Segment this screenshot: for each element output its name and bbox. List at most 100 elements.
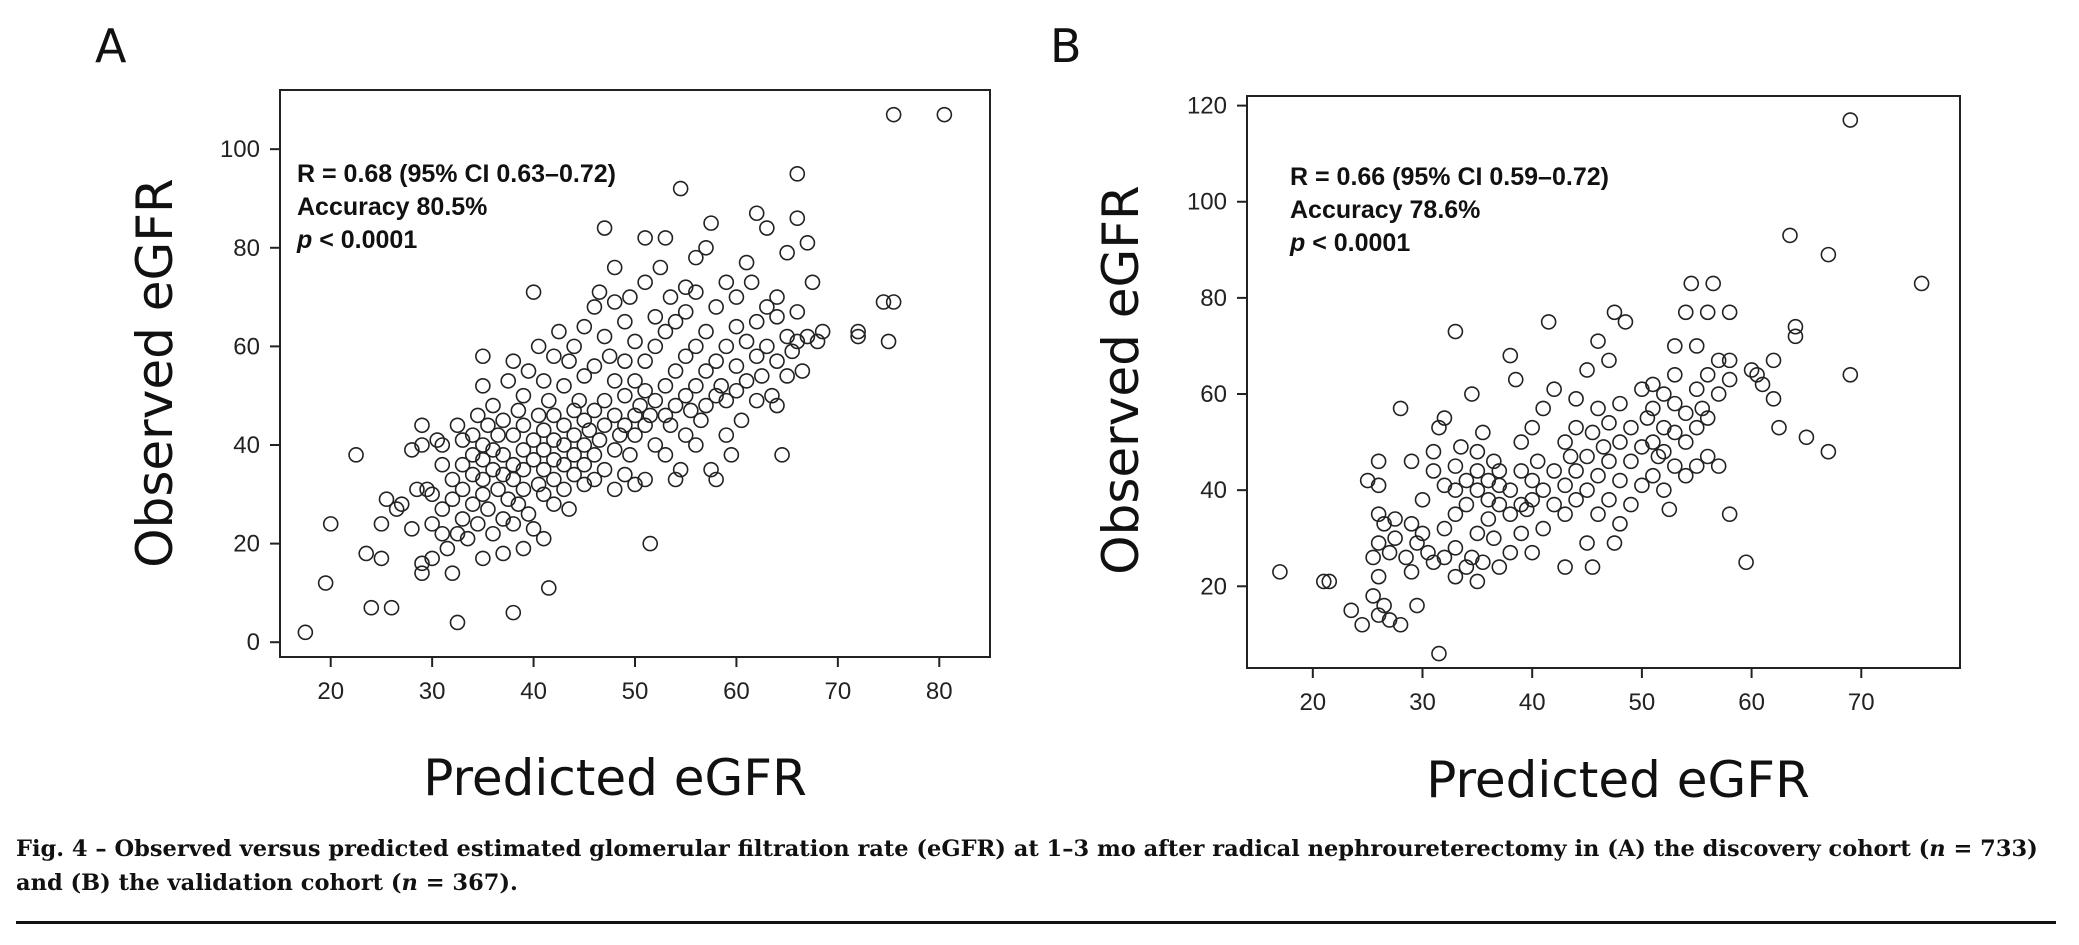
- data-point: [1842, 112, 1859, 128]
- data-point: [1414, 525, 1431, 542]
- data-point: [1392, 400, 1409, 417]
- data-point: [495, 511, 511, 527]
- data-point: [566, 466, 582, 483]
- data-point: [591, 284, 608, 300]
- data-point: [1568, 491, 1584, 508]
- data-point: [1486, 530, 1502, 547]
- data-point: [1469, 573, 1486, 590]
- data-point: [657, 323, 674, 340]
- data-point: [444, 471, 461, 488]
- data-point: [1749, 366, 1765, 383]
- y-tick-label: 0: [247, 629, 260, 656]
- data-point: [378, 491, 395, 508]
- data-point: [556, 437, 572, 453]
- data-point: [647, 437, 664, 453]
- data-point: [1321, 573, 1338, 590]
- data-point: [748, 348, 765, 365]
- data-point: [480, 417, 496, 434]
- data-point: [1579, 448, 1595, 465]
- data-point: [617, 313, 633, 330]
- data-point: [1656, 386, 1672, 402]
- data-point: [936, 106, 953, 123]
- data-point: [1787, 328, 1804, 345]
- data-point: [637, 382, 653, 399]
- data-point: [794, 363, 811, 379]
- data-point: [1524, 491, 1540, 508]
- data-point: [1667, 395, 1683, 412]
- data-point: [1557, 506, 1573, 522]
- data-point: [667, 363, 684, 379]
- data-point: [1425, 443, 1442, 460]
- x-tick-label: 60: [1738, 689, 1765, 716]
- data-point: [606, 407, 623, 424]
- data-point: [688, 249, 704, 266]
- data-point: [424, 486, 440, 503]
- data-point: [850, 328, 866, 345]
- data-point: [1535, 400, 1551, 417]
- data-point: [1820, 246, 1837, 263]
- data-point: [738, 333, 755, 350]
- stat-annotation-3: p < 0.0001: [296, 226, 417, 254]
- data-point: [1475, 424, 1491, 441]
- data-point: [1568, 391, 1584, 407]
- data-point: [1645, 400, 1661, 417]
- data-point: [581, 422, 598, 439]
- data-point: [642, 535, 659, 552]
- data-point: [1584, 559, 1601, 575]
- data-point: [490, 481, 506, 498]
- data-point: [875, 294, 892, 310]
- plot-frame: [1246, 95, 1961, 669]
- data-point: [434, 525, 451, 542]
- data-point: [485, 397, 501, 414]
- stat-p-value: < 0.0001: [1305, 229, 1410, 257]
- data-point: [1535, 520, 1551, 537]
- data-point: [1645, 434, 1661, 450]
- data-point: [652, 259, 669, 276]
- data-point: [779, 368, 795, 384]
- data-point: [627, 427, 643, 443]
- data-point: [1721, 371, 1738, 388]
- data-point: [404, 521, 420, 537]
- data-point: [530, 476, 547, 493]
- data-point: [530, 338, 547, 355]
- data-point: [495, 466, 511, 483]
- data-point: [657, 407, 674, 424]
- data-point: [586, 358, 603, 374]
- data-point: [1475, 554, 1491, 571]
- data-point: [1557, 559, 1573, 575]
- data-point: [728, 289, 745, 305]
- data-point: [1370, 568, 1387, 585]
- data-point: [1491, 559, 1508, 575]
- data-point: [525, 521, 542, 537]
- data-point: [769, 289, 785, 305]
- data-point: [1546, 463, 1562, 479]
- data-point: [485, 442, 501, 458]
- data-point: [464, 466, 481, 483]
- data-point: [1491, 463, 1508, 479]
- data-point: [809, 333, 826, 350]
- data-point: [515, 481, 532, 498]
- data-point: [535, 442, 552, 458]
- data-point: [1694, 400, 1711, 417]
- data-point: [1623, 496, 1639, 513]
- data-point: [510, 402, 527, 419]
- data-point: [556, 378, 572, 394]
- data-point: [622, 289, 638, 305]
- data-point: [1677, 304, 1694, 321]
- data-point: [1568, 419, 1584, 436]
- data-point: [617, 387, 633, 404]
- data-point: [540, 580, 557, 596]
- x-axis-title: Predicted eGFR: [423, 749, 807, 807]
- data-point: [1502, 482, 1519, 498]
- data-point: [475, 437, 491, 453]
- data-point: [1447, 540, 1464, 556]
- data-point: [540, 392, 557, 409]
- data-point: [1601, 352, 1617, 369]
- data-point: [464, 427, 481, 443]
- data-point: [556, 417, 572, 434]
- data-point: [1387, 511, 1403, 527]
- data-point: [637, 230, 653, 246]
- data-point: [606, 259, 623, 276]
- data-point: [1370, 453, 1387, 470]
- data-point: [449, 417, 466, 434]
